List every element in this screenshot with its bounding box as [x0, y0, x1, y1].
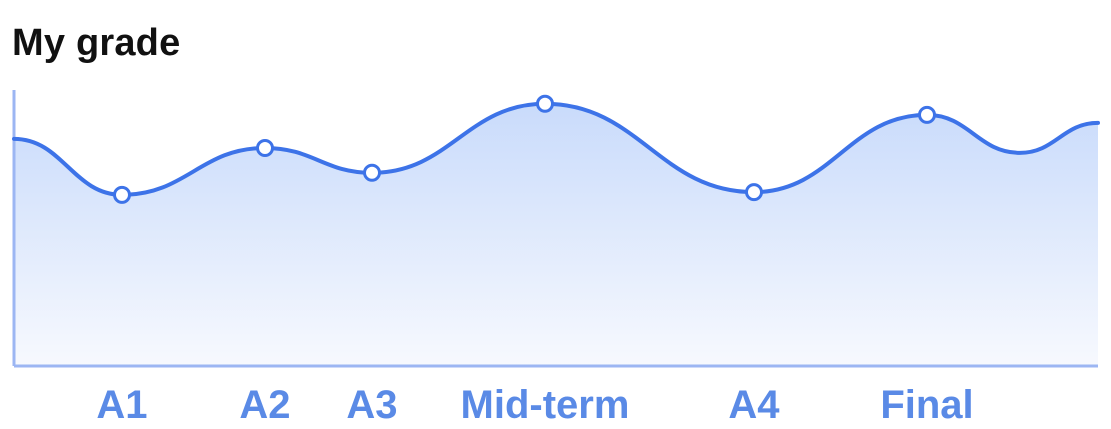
x-tick-label: A3 — [346, 383, 397, 427]
grade-area-fill — [14, 103, 1098, 367]
data-point-final[interactable] — [918, 105, 936, 124]
data-point-mid-term[interactable] — [536, 94, 554, 113]
data-point-a1[interactable] — [113, 185, 131, 204]
data-point-a3[interactable] — [363, 163, 381, 182]
x-tick-label: A4 — [728, 383, 780, 427]
chart-title: My grade — [12, 22, 181, 64]
data-point-a4[interactable] — [745, 183, 763, 202]
x-tick-label: Final — [880, 383, 973, 427]
x-tick-label: Mid-term — [461, 383, 630, 427]
x-tick-label: A1 — [96, 383, 147, 427]
x-tick-label: A2 — [239, 383, 290, 427]
data-point-a2[interactable] — [256, 138, 274, 157]
